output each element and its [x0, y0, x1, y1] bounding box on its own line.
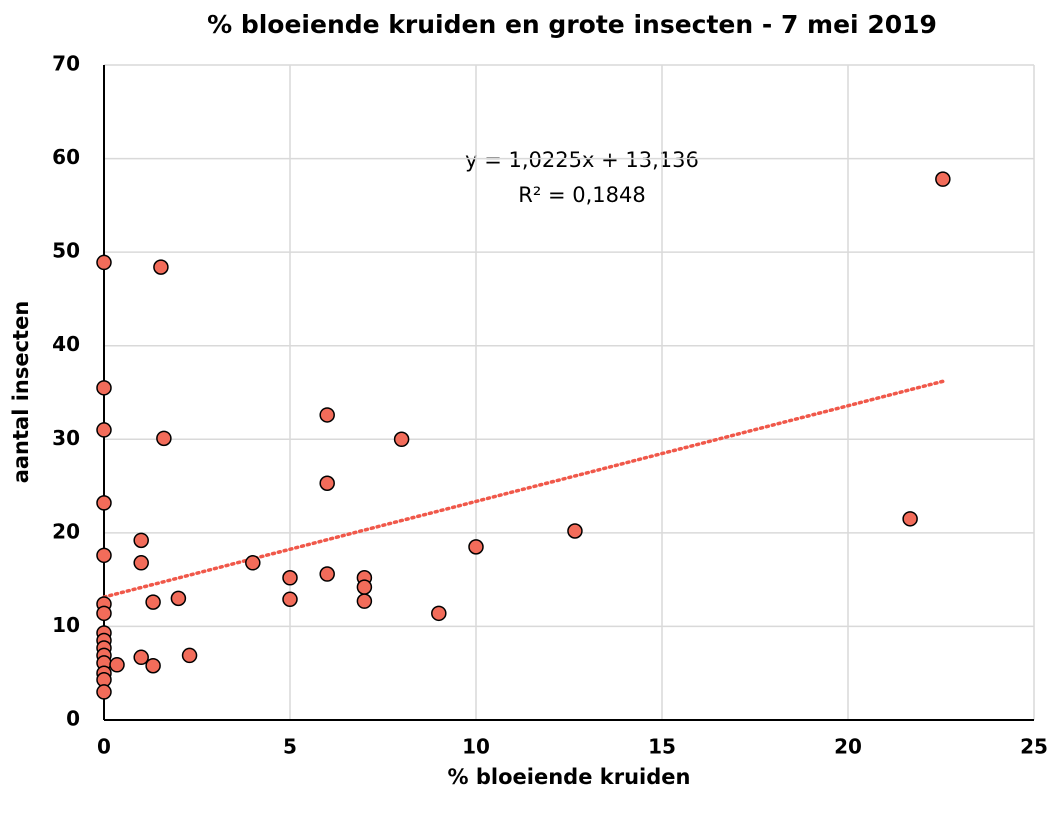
y-tick-label: 20 — [52, 519, 80, 543]
point — [133, 555, 149, 571]
point — [319, 566, 335, 582]
y-tick-label: 70 — [52, 52, 80, 76]
y-axis-label: aantal insecten — [9, 301, 33, 484]
y-tick-label: 40 — [52, 332, 80, 356]
point — [133, 649, 149, 666]
point — [393, 431, 410, 448]
point — [170, 590, 187, 607]
x-tick-label: 10 — [462, 735, 490, 759]
point — [245, 555, 261, 571]
point — [145, 657, 161, 674]
point — [96, 684, 112, 700]
point — [319, 407, 335, 423]
chart-title: % bloeiende kruiden en grote insecten - … — [207, 10, 937, 39]
point — [282, 591, 298, 608]
point — [356, 593, 373, 609]
point — [181, 647, 198, 664]
point — [935, 171, 951, 187]
x-tick-label: 25 — [1020, 735, 1048, 759]
x-axis-label: % bloeiende kruiden — [448, 765, 691, 789]
x-tick-label: 0 — [97, 735, 111, 759]
equation: y = 1,0225x + 13,136 — [465, 148, 699, 172]
y-tick-label: 0 — [66, 707, 80, 731]
point — [96, 380, 112, 396]
point — [96, 422, 112, 438]
x-tick-label: 20 — [834, 735, 862, 759]
point — [902, 511, 918, 527]
point — [96, 495, 112, 511]
point — [96, 605, 112, 622]
point — [567, 523, 583, 539]
r-squared: R² = 0,1848 — [518, 183, 645, 207]
point — [431, 605, 447, 622]
point — [153, 259, 169, 275]
x-tick-label: 5 — [283, 735, 297, 759]
point — [109, 657, 125, 673]
x-tick-label: 15 — [648, 735, 676, 759]
point — [319, 475, 335, 492]
point — [356, 579, 373, 595]
point — [96, 547, 112, 564]
y-tick-label: 10 — [52, 613, 80, 637]
y-tick-label: 60 — [52, 145, 80, 169]
point — [468, 539, 484, 555]
point — [133, 532, 149, 549]
y-tick-label: 30 — [52, 426, 80, 450]
point — [282, 570, 298, 586]
point — [156, 430, 172, 447]
point — [145, 594, 161, 610]
y-tick-label: 50 — [52, 239, 80, 263]
point — [96, 254, 112, 271]
trendline — [102, 379, 945, 599]
